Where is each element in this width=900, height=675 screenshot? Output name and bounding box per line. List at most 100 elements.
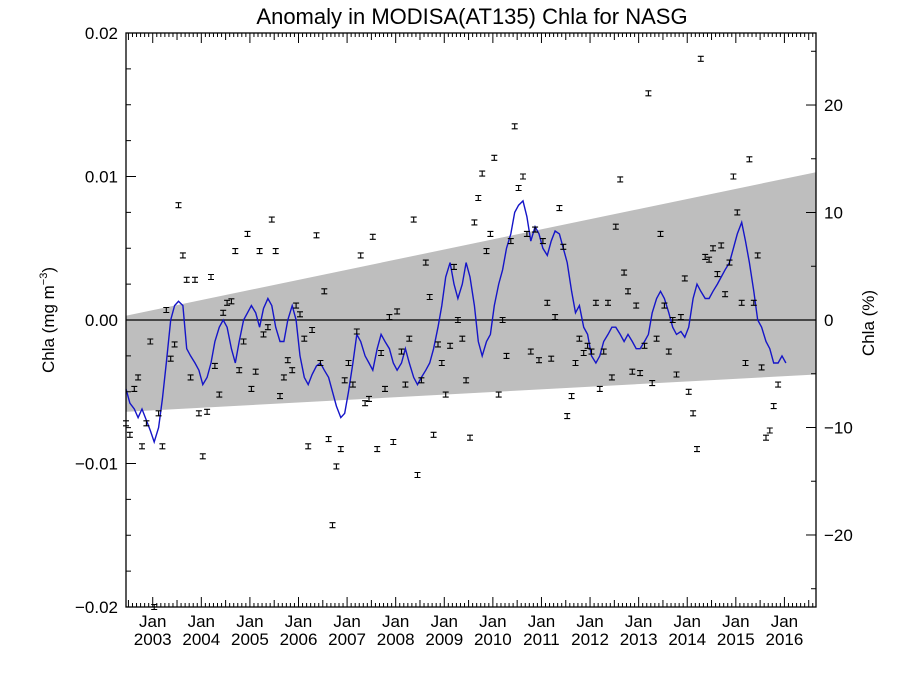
monthly-anomaly-point — [560, 243, 567, 250]
monthly-anomaly-point — [520, 173, 526, 180]
monthly-anomaly-point — [690, 410, 697, 417]
x-tick-year-label: 2013 — [620, 630, 658, 649]
monthly-anomaly-point — [673, 371, 680, 378]
monthly-anomaly-point — [301, 335, 308, 342]
monthly-anomaly-point — [345, 359, 352, 367]
monthly-anomaly-point — [491, 154, 498, 161]
x-tick-month-label: Jan — [674, 612, 701, 631]
monthly-anomaly-point — [192, 276, 198, 283]
monthly-anomaly-point — [608, 374, 615, 381]
monthly-anomaly-point — [612, 223, 619, 230]
monthly-anomaly-point — [418, 377, 425, 384]
monthly-anomaly-point — [532, 226, 539, 233]
monthly-anomaly-point — [357, 252, 364, 259]
monthly-anomaly-point — [750, 299, 757, 306]
x-tick-month-label: Jan — [382, 612, 409, 631]
y-right-tick-label: 20 — [824, 96, 843, 115]
monthly-anomaly-point — [252, 368, 259, 375]
monthly-anomaly-point — [649, 380, 656, 387]
monthly-anomaly-point — [588, 348, 595, 355]
monthly-anomaly-point — [665, 348, 672, 355]
monthly-anomaly-point — [564, 413, 571, 420]
monthly-anomaly-point — [459, 335, 466, 342]
monthly-anomaly-point — [726, 259, 733, 266]
monthly-anomaly-point — [228, 298, 235, 305]
monthly-anomaly-point — [471, 219, 478, 226]
monthly-anomaly-point — [341, 377, 348, 384]
y-left-tick-label: 0.00 — [85, 311, 118, 330]
monthly-anomaly-point — [734, 209, 741, 216]
x-tick-month-label: Jan — [431, 612, 458, 631]
x-tick-year-label: 2010 — [474, 630, 512, 649]
monthly-anomaly-point — [248, 385, 255, 392]
monthly-anomaly-point — [244, 230, 251, 237]
monthly-anomaly-point — [447, 342, 454, 349]
monthly-anomaly-point — [746, 156, 753, 163]
x-tick-month-label: Jan — [236, 612, 263, 631]
monthly-anomaly-point — [685, 388, 692, 395]
monthly-anomaly-point — [260, 331, 267, 338]
y-left-tick-label: 0.02 — [85, 24, 118, 43]
monthly-anomaly-point — [362, 400, 369, 407]
monthly-anomaly-point — [507, 238, 514, 245]
monthly-anomaly-point — [382, 385, 388, 392]
monthly-anomaly-point — [374, 446, 381, 453]
monthly-anomaly-point — [390, 438, 397, 446]
y-right-tick-label: 0 — [824, 311, 833, 330]
x-tick-year-label: 2011 — [523, 630, 560, 649]
monthly-anomaly-point — [706, 256, 713, 263]
x-tick-year-label: 2008 — [377, 630, 415, 649]
monthly-anomaly-point — [155, 410, 162, 417]
monthly-anomaly-point — [584, 342, 591, 349]
monthly-anomaly-point — [694, 446, 700, 453]
monthly-anomaly-point — [596, 385, 603, 392]
monthly-anomaly-point — [353, 328, 360, 335]
monthly-anomaly-point — [187, 374, 194, 381]
monthly-anomaly-point — [548, 355, 555, 362]
y-left-tick-label: −0.01 — [75, 455, 118, 474]
x-tick-year-label: 2003 — [134, 630, 172, 649]
monthly-anomaly-point — [369, 233, 376, 240]
monthly-anomaly-point — [463, 377, 470, 384]
monthly-anomaly-point — [349, 381, 356, 388]
monthly-anomaly-point — [277, 393, 283, 400]
y-left-tick-label: 0.01 — [85, 168, 118, 187]
y-axis-left-label-base: Chla (mg m — [39, 285, 58, 373]
monthly-anomaly-point — [487, 230, 494, 237]
x-tick-year-label: 2014 — [668, 630, 706, 649]
monthly-anomaly-point — [572, 359, 579, 367]
y-axis-right-label: Chla (%) — [859, 290, 878, 356]
monthly-anomaly-point — [730, 173, 737, 180]
monthly-anomaly-point — [394, 308, 401, 315]
monthly-anomaly-point — [763, 434, 769, 441]
monthly-anomaly-point — [216, 391, 223, 398]
monthly-anomaly-point — [714, 271, 721, 278]
monthly-anomaly-point — [451, 263, 457, 270]
monthly-anomaly-point — [697, 55, 704, 62]
monthly-anomaly-point — [126, 431, 133, 438]
monthly-anomaly-point — [280, 374, 287, 381]
trend-band — [126, 172, 816, 412]
monthly-anomaly-point — [305, 443, 312, 450]
monthly-anomaly-point — [321, 288, 328, 295]
monthly-anomaly-point — [677, 314, 684, 321]
monthly-anomaly-point — [435, 341, 441, 348]
monthly-anomaly-point — [600, 348, 607, 355]
monthly-anomaly-point — [199, 453, 206, 460]
monthly-anomaly-point — [661, 302, 668, 309]
chart-title: Anomaly in MODISA(AT135) Chla for NASG — [256, 4, 687, 29]
monthly-anomaly-point — [770, 403, 777, 410]
monthly-anomaly-point — [556, 205, 563, 212]
monthly-anomaly-point — [224, 299, 231, 306]
monthly-anomaly-point — [366, 395, 372, 402]
monthly-anomaly-point — [758, 364, 765, 371]
monthly-anomaly-point — [414, 471, 421, 479]
x-tick-month-label: Jan — [722, 612, 749, 631]
x-tick-year-label: 2009 — [425, 630, 463, 649]
monthly-anomaly-point — [325, 436, 332, 443]
monthly-anomaly-point — [766, 427, 773, 434]
monthly-anomaly-point — [256, 248, 263, 255]
monthly-anomaly-point — [605, 299, 611, 306]
monthly-anomaly-point — [159, 443, 166, 450]
monthly-anomaly-point — [438, 359, 445, 367]
